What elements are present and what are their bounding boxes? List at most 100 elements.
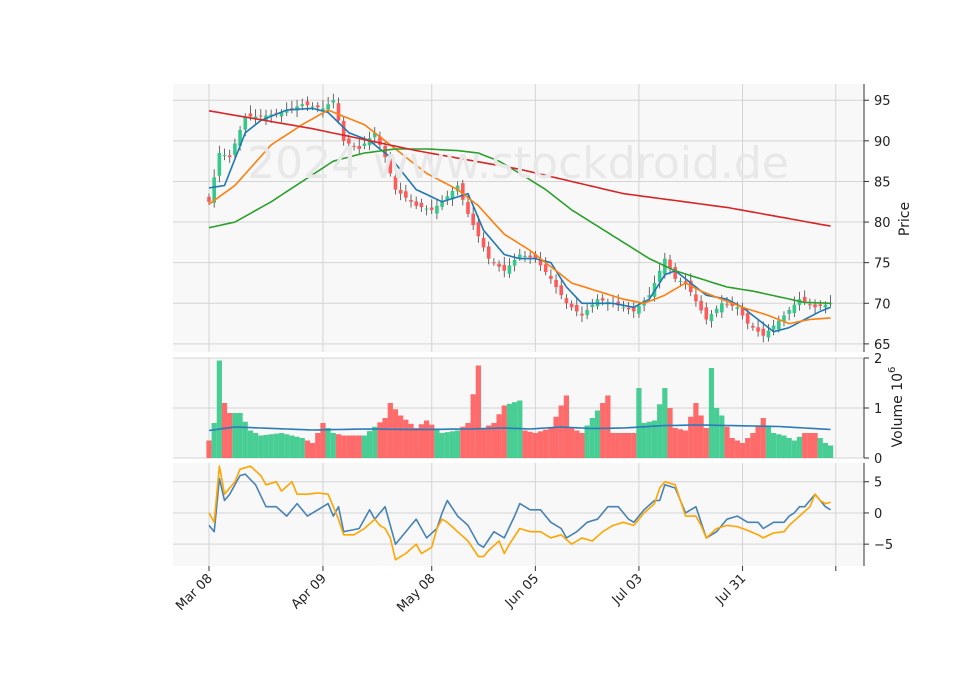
volume-bar <box>802 433 808 458</box>
volume-bar <box>387 403 393 458</box>
candle-body <box>253 116 258 119</box>
volume-bar <box>569 428 575 458</box>
volume-bar <box>346 435 352 458</box>
candle-body <box>279 112 284 117</box>
candle-body <box>533 254 538 259</box>
candle-body <box>668 259 672 269</box>
candle-body <box>802 296 807 302</box>
x-tick-label-2: May 08 <box>394 571 438 615</box>
x-axis: Mar 08 Apr 09 May 08 Jun 05 Jul 03 Jul 31 <box>173 566 837 615</box>
candle-body <box>305 101 310 106</box>
candle-body <box>813 304 817 308</box>
volume-bar <box>356 435 362 458</box>
candle-body <box>486 246 491 259</box>
volume-bar <box>532 433 538 458</box>
volume-bar <box>760 418 766 458</box>
volume-bar <box>724 426 730 458</box>
volume-bar <box>594 410 601 458</box>
volume-bar <box>242 421 248 458</box>
volume-bar <box>631 433 637 458</box>
candle-body <box>761 328 766 336</box>
candle-body <box>751 325 755 328</box>
volume-bar <box>734 440 740 458</box>
price-axis-label: Price <box>897 202 913 236</box>
volume-bar <box>211 423 217 458</box>
volume-bar <box>708 368 715 458</box>
volume-bar <box>206 440 212 458</box>
volume-bar <box>237 413 243 458</box>
p2-ytick-label-2: 2 <box>874 352 882 367</box>
candle-body <box>497 263 501 267</box>
candle-body <box>481 237 486 248</box>
volume-bar <box>351 435 357 458</box>
volume-bar <box>729 438 735 458</box>
volume-bar <box>232 413 238 458</box>
candle-body <box>398 189 403 194</box>
volume-bar <box>496 414 502 458</box>
volume-bar <box>403 419 409 458</box>
candle-body <box>574 305 579 312</box>
candle-body <box>782 315 786 322</box>
candle-body <box>818 304 823 306</box>
candle-body <box>771 325 776 330</box>
volume-bar <box>641 423 647 458</box>
candle-body <box>714 308 719 314</box>
volume-bar <box>537 431 544 458</box>
volume-bar <box>698 415 704 458</box>
candle-body <box>419 202 424 208</box>
candle-body <box>243 116 248 130</box>
volume-bar <box>745 438 751 458</box>
candle-body <box>600 298 605 301</box>
p1-background <box>173 84 864 352</box>
volume-bar <box>620 433 626 458</box>
candle-body <box>207 196 211 202</box>
volume-bar <box>470 394 476 458</box>
volume-bar <box>776 434 782 458</box>
candle-body <box>471 213 475 226</box>
volume-axis-label-group: Volume 106 <box>887 367 906 448</box>
candle-body <box>233 143 237 155</box>
volume-bar <box>398 415 404 458</box>
candle-body <box>756 327 760 332</box>
candle-body <box>274 112 279 114</box>
volume-bar <box>268 434 274 458</box>
volume-bar <box>625 433 632 458</box>
volume-axis-label-text: Volume <box>890 395 906 447</box>
p1-ytick-label-0: 65 <box>874 338 891 353</box>
volume-bar <box>543 429 549 458</box>
volume-bar <box>677 429 683 458</box>
candle-body <box>704 307 709 320</box>
price-panel: 65 70 75 80 85 90 95 <box>173 84 891 353</box>
volume-bar <box>672 428 678 458</box>
volume-bar <box>812 433 818 458</box>
candle-body <box>227 155 232 158</box>
volume-bar <box>294 436 300 458</box>
p1-ytick-label-5: 90 <box>874 135 891 150</box>
candle-body <box>409 200 413 202</box>
volume-bar <box>657 404 663 458</box>
candle-body <box>466 202 470 214</box>
candle-body <box>538 260 543 266</box>
candle-body <box>321 108 325 112</box>
volume-bar <box>589 418 595 458</box>
volume-bar <box>413 428 419 458</box>
volume-bar <box>434 428 440 458</box>
volume-bar <box>522 430 528 458</box>
candle-body <box>238 130 242 146</box>
candle-body <box>559 285 564 296</box>
candle-body <box>626 307 631 310</box>
volume-bar <box>714 408 720 458</box>
candle-body <box>549 275 553 279</box>
volume-bar <box>361 435 367 458</box>
x-tick-label-5: Jul 31 <box>712 571 749 608</box>
volume-bar <box>278 433 285 458</box>
volume-bar <box>501 405 507 458</box>
candle-body <box>259 115 263 117</box>
candle-body <box>352 145 356 147</box>
p1-ytick-label-3: 80 <box>874 216 891 231</box>
ma-long-line <box>208 110 831 227</box>
volume-bar <box>703 428 709 458</box>
candle-body <box>217 153 222 176</box>
